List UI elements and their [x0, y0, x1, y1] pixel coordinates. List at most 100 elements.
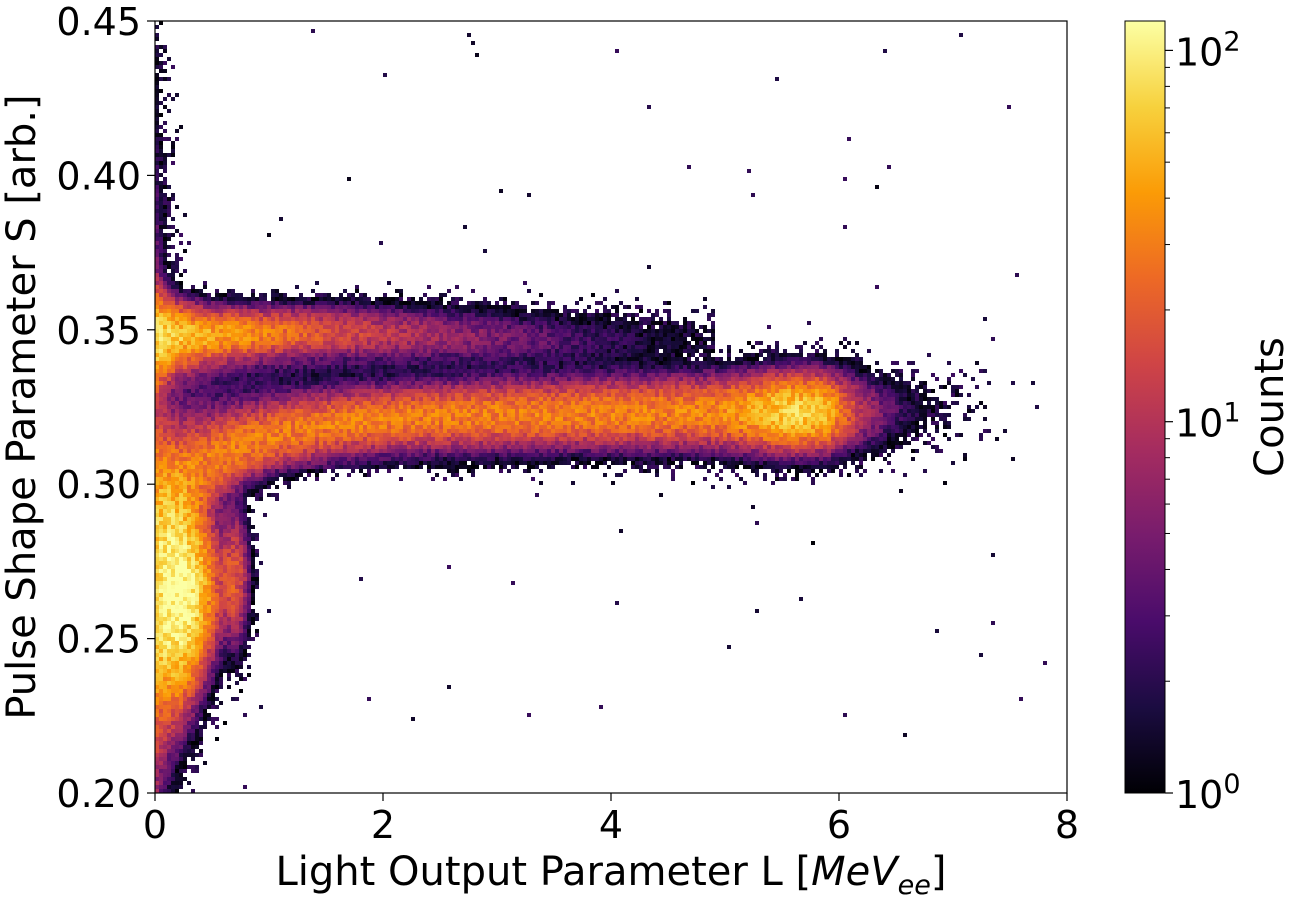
- heatmap-cell: [159, 393, 163, 397]
- heatmap-cell: [535, 313, 539, 317]
- heatmap-cell: [307, 361, 311, 365]
- heatmap-cell: [271, 353, 275, 357]
- heatmap-cell: [307, 333, 311, 337]
- heatmap-cell: [415, 401, 419, 405]
- heatmap-cell: [1015, 273, 1019, 277]
- heatmap-cell: [159, 165, 163, 169]
- heatmap-cell: [207, 389, 211, 393]
- heatmap-cell: [375, 405, 379, 409]
- heatmap-cell: [423, 369, 427, 373]
- heatmap-cell: [583, 325, 587, 329]
- heatmap-cell: [591, 329, 595, 333]
- heatmap-cell: [215, 357, 219, 361]
- heatmap-cell: [663, 337, 667, 341]
- heatmap-cell: [491, 309, 495, 313]
- heatmap-cell: [555, 409, 559, 413]
- heatmap-cell: [623, 381, 627, 385]
- heatmap-cell: [447, 377, 451, 381]
- heatmap-cell: [479, 377, 483, 381]
- heatmap-cell: [479, 393, 483, 397]
- heatmap-cell: [155, 401, 159, 405]
- heatmap-cell: [875, 385, 879, 389]
- heatmap-cell: [551, 341, 555, 345]
- heatmap-cell: [811, 345, 815, 349]
- heatmap-cell: [211, 349, 215, 353]
- heatmap-cell: [227, 409, 231, 413]
- heatmap-cell: [375, 337, 379, 341]
- heatmap-cell: [171, 349, 175, 353]
- heatmap-cell: [779, 381, 783, 385]
- heatmap-cell: [919, 385, 923, 389]
- heatmap-cell: [263, 337, 267, 341]
- heatmap-cell: [547, 309, 551, 313]
- heatmap-cell: [407, 321, 411, 325]
- heatmap-cell: [543, 385, 547, 389]
- heatmap-cell: [587, 337, 591, 341]
- heatmap-cell: [635, 409, 639, 413]
- heatmap-cell: [247, 317, 251, 321]
- heatmap-cell: [699, 385, 703, 389]
- heatmap-cell: [291, 369, 295, 373]
- heatmap-cell: [411, 301, 415, 305]
- heatmap-cell: [183, 369, 187, 373]
- heatmap-cell: [567, 373, 571, 377]
- heatmap-cell: [247, 385, 251, 389]
- heatmap-cell: [195, 349, 199, 353]
- heatmap-cell: [335, 349, 339, 353]
- heatmap-cell: [355, 365, 359, 369]
- heatmap-cell: [635, 305, 639, 309]
- heatmap-cell: [511, 389, 515, 393]
- heatmap-cell: [227, 301, 231, 305]
- heatmap-cell: [439, 373, 443, 377]
- heatmap-cell: [543, 341, 547, 345]
- heatmap-cell: [807, 409, 811, 413]
- heatmap-cell: [731, 405, 735, 409]
- heatmap-cell: [563, 405, 567, 409]
- heatmap-cell: [671, 373, 675, 377]
- heatmap-cell: [275, 329, 279, 333]
- heatmap-cell: [435, 365, 439, 369]
- heatmap-cell: [391, 341, 395, 345]
- heatmap-cell: [303, 393, 307, 397]
- heatmap-cell: [387, 385, 391, 389]
- heatmap-cell: [535, 329, 539, 333]
- heatmap-cell: [435, 409, 439, 413]
- heatmap-cell: [211, 365, 215, 369]
- heatmap-cells: [155, 21, 1047, 793]
- heatmap-cell: [195, 365, 199, 369]
- heatmap-cell: [651, 361, 655, 365]
- heatmap-cell: [415, 393, 419, 397]
- heatmap-cell: [271, 401, 275, 405]
- heatmap-cell: [211, 305, 215, 309]
- heatmap-cell: [443, 293, 447, 297]
- heatmap-cell: [647, 353, 651, 357]
- heatmap-cell: [531, 341, 535, 345]
- heatmap-cell: [423, 321, 427, 325]
- heatmap-cell: [551, 409, 555, 413]
- heatmap-cell: [715, 405, 719, 409]
- heatmap-cell: [423, 353, 427, 357]
- heatmap-cell: [575, 365, 579, 369]
- heatmap-cell: [483, 373, 487, 377]
- heatmap-cell: [603, 329, 607, 333]
- heatmap-cell: [491, 365, 495, 369]
- heatmap-cell: [475, 365, 479, 369]
- heatmap-cell: [359, 341, 363, 345]
- heatmap-cell: [203, 381, 207, 385]
- heatmap-cell: [315, 373, 319, 377]
- heatmap-cell: [299, 297, 303, 301]
- heatmap-cell: [647, 337, 651, 341]
- heatmap-cell: [467, 313, 471, 317]
- heatmap-cell: [707, 369, 711, 373]
- heatmap-cell: [467, 373, 471, 377]
- heatmap-cell: [435, 361, 439, 365]
- heatmap-cell: [751, 361, 755, 365]
- heatmap-cell: [171, 261, 175, 265]
- heatmap-cell: [851, 409, 855, 413]
- heatmap-cell: [451, 317, 455, 321]
- heatmap-cell: [623, 325, 627, 329]
- heatmap-cell: [815, 357, 819, 361]
- heatmap-cell: [207, 341, 211, 345]
- heatmap-cell: [307, 341, 311, 345]
- heatmap-cell: [819, 381, 823, 385]
